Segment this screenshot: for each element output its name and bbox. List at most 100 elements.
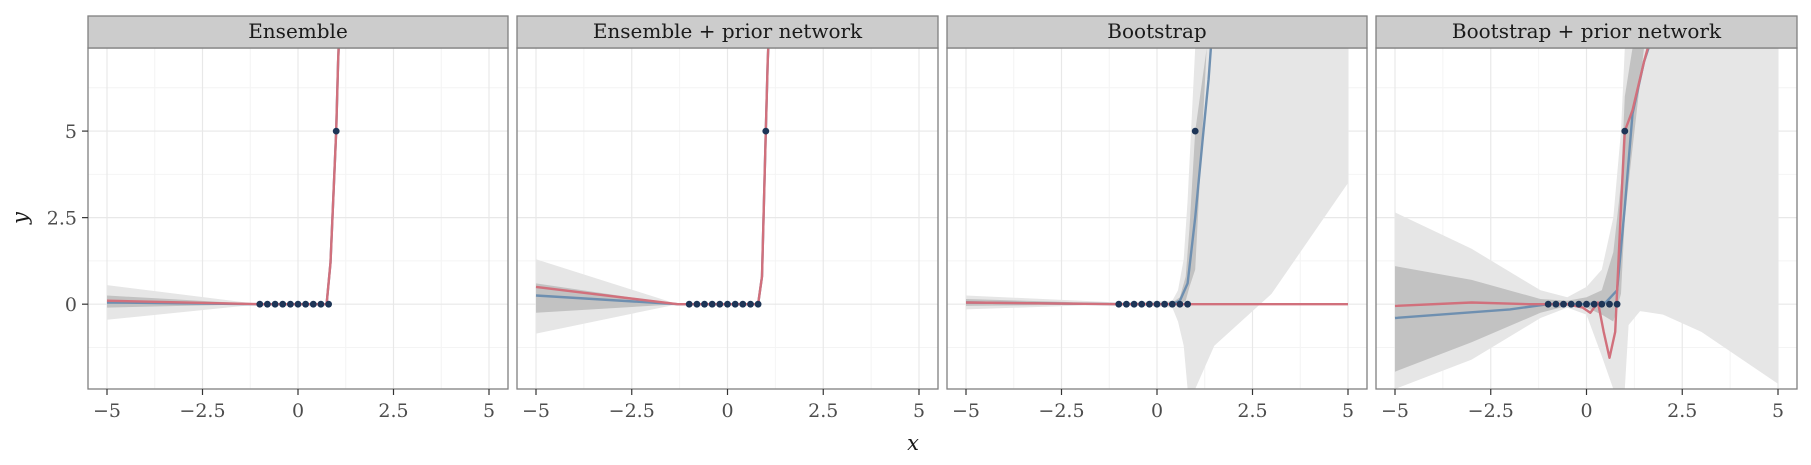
x-tick-label: −5 [1381,400,1409,422]
data-point [1138,300,1146,308]
facet-title: Ensemble [248,19,348,43]
x-tick-label: 5 [483,400,495,422]
data-point [1606,300,1613,308]
x-axis-ticks: −5 −2.5 0 2.5 5 [522,389,925,422]
x-axis-title: x [907,431,919,455]
data-point [287,300,294,308]
data-point [1130,300,1138,308]
data-point [731,300,739,308]
data-point [264,300,271,308]
data-point [317,300,325,308]
x-tick-label: 2.5 [1237,400,1267,422]
x-tick-label: 5 [913,400,925,422]
data-point [325,300,332,308]
x-tick-label: −2.5 [609,400,655,422]
data-point [1153,300,1161,308]
x-tick-label: 0 [1151,400,1163,422]
facet-title: Ensemble + prior network [593,19,863,43]
x-tick-label: −5 [93,400,121,422]
facet-title: Bootstrap [1107,19,1206,43]
y-axis-title: y [8,211,32,225]
data-point [701,300,708,308]
data-points [1544,127,1629,308]
data-point [1583,300,1590,308]
x-tick-label: 5 [1342,400,1354,422]
x-tick-label: −5 [952,400,980,422]
x-tick-label: −2.5 [1038,400,1084,422]
data-point [739,300,747,308]
data-point [724,300,731,308]
y-tick-label: 0 [65,294,77,316]
x-tick-label: −2.5 [179,400,225,422]
x-tick-label: −5 [522,400,550,422]
uncertainty-band-outer [107,48,339,320]
grid-lines [517,48,938,389]
data-point [309,300,317,308]
data-points [1115,127,1199,308]
x-tick-label: 0 [721,400,733,422]
red-series-line [965,301,1348,306]
data-point [754,300,762,308]
facet-strip [946,15,1368,49]
facet-strip [516,15,939,49]
data-point [1168,300,1176,308]
data-point [747,300,754,308]
data-point [708,300,716,308]
x-axis-ticks: −5 −2.5 0 2.5 5 [93,389,495,422]
data-point [1575,300,1583,308]
data-points [685,127,770,308]
facet-strip [87,15,509,49]
data-point [1184,300,1191,308]
facet-title: Bootstrap + prior network [1452,19,1722,43]
x-tick-label: 5 [1772,400,1784,422]
series-lines [535,48,770,306]
data-point [716,300,724,308]
x-axis-ticks: −5 −2.5 0 2.5 5 [952,389,1354,422]
x-tick-label: 0 [1580,400,1592,422]
data-point [1590,300,1598,308]
data-points [256,127,340,308]
facet-panel-ensemble-prior: Ensemble + prior network −5 −2.5 0 2.5 5 [516,15,939,422]
data-point [1161,300,1168,308]
x-tick-label: 2.5 [1667,400,1697,422]
uncertainty-bands [536,48,769,334]
data-point [1560,300,1567,308]
data-point [1621,127,1629,135]
series-lines [1394,48,1650,359]
facet-strip [1375,15,1798,49]
data-point [1598,300,1606,308]
x-tick-label: 2.5 [808,400,838,422]
data-point [1552,300,1560,308]
y-axis-ticks: 02.55 [47,121,88,316]
x-tick-label: 2.5 [378,400,408,422]
data-point [1176,300,1184,308]
x-axis-ticks: −5 −2.5 0 2.5 5 [1381,389,1784,422]
data-point [685,300,693,308]
data-point [1115,300,1123,308]
data-point [302,300,309,308]
red-series-line [535,48,770,306]
data-point [256,300,264,308]
x-tick-label: 0 [292,400,304,422]
uncertainty-bands [107,48,339,320]
data-point [1191,127,1199,135]
facet-panel-bootstrap: Bootstrap −5 −2.5 0 2.5 5 [946,15,1368,422]
data-point [693,300,701,308]
data-point [1567,300,1575,308]
data-point [1123,300,1130,308]
data-point [294,300,302,308]
data-point [271,300,279,308]
y-tick-label: 2.5 [47,208,77,230]
uncertainty-band-inner [1395,48,1778,372]
data-point [279,300,287,308]
red-series-line [1394,48,1650,359]
data-point [762,127,770,135]
data-point [332,127,340,135]
x-tick-label: −2.5 [1468,400,1514,422]
y-tick-label: 5 [65,121,77,143]
data-point [1544,300,1552,308]
facet-panel-ensemble: Ensemble −5 −2.5 0 2.5 5 [87,15,509,422]
data-point [1613,300,1621,308]
facet-panel-bootstrap-prior: Bootstrap + prior network −5 −2.5 0 2.5 5 [1375,15,1798,422]
